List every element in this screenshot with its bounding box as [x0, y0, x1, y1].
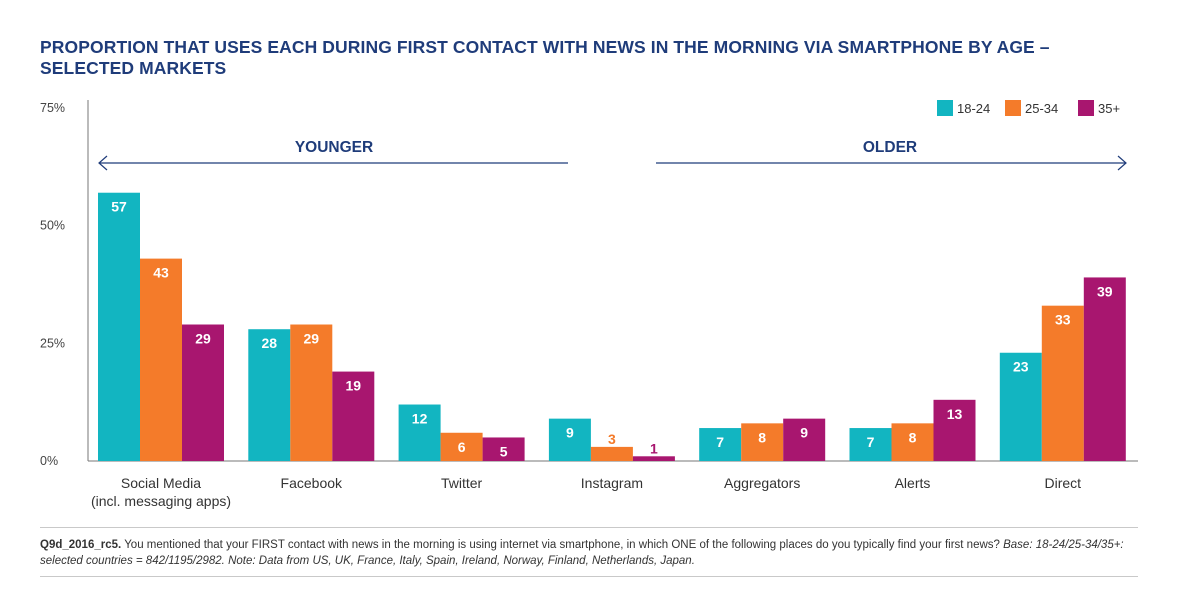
bar-value-label: 3 [608, 431, 616, 447]
category-label: Social Media [121, 475, 201, 491]
older-arrow-head [1117, 155, 1127, 171]
legend-label: 35+ [1098, 101, 1120, 116]
legend-label: 25-34 [1025, 101, 1058, 116]
bar [1083, 277, 1126, 461]
chart-title-line-2: SELECTED MARKETS [40, 58, 227, 78]
bar-value-label: 29 [304, 331, 320, 347]
bar [440, 432, 483, 461]
bar [182, 324, 224, 461]
bar [548, 418, 591, 461]
y-tick-label: 25% [40, 336, 65, 350]
bar-value-label: 8 [758, 429, 766, 445]
y-tick-label: 50% [40, 219, 65, 233]
bar-value-label: 23 [1013, 359, 1029, 375]
older-label: OLDER [863, 139, 917, 156]
bar-value-label: 12 [412, 411, 428, 427]
bar-value-label: 57 [111, 199, 127, 215]
bar-value-label: 29 [195, 331, 211, 347]
bar [398, 404, 441, 461]
legend-swatch [1005, 100, 1021, 116]
bar-value-label: 1 [650, 440, 658, 456]
bar [248, 329, 291, 461]
younger-arrow-head [98, 155, 108, 171]
bar-value-label: 43 [153, 265, 169, 281]
category-label: (incl. messaging apps) [91, 493, 231, 509]
bar [1041, 305, 1084, 461]
bar-value-label: 39 [1097, 283, 1113, 299]
bar [891, 423, 934, 461]
footnote-bottom-rule [40, 576, 1138, 577]
bar-value-label: 8 [909, 429, 917, 445]
bar [482, 437, 525, 461]
footnote-question: You mentioned that your FIRST contact wi… [121, 539, 1004, 551]
category-label: Instagram [581, 475, 643, 491]
y-tick-label: 75% [40, 101, 65, 115]
legend-swatch [1078, 100, 1094, 116]
bar-value-label: 9 [566, 425, 574, 441]
bar [933, 399, 976, 461]
younger-label: YOUNGER [295, 139, 373, 156]
category-label: Aggregators [724, 475, 800, 491]
bar-value-label: 28 [262, 335, 278, 351]
legend-label: 18-24 [957, 101, 990, 116]
bar [290, 324, 333, 461]
bar-value-label: 6 [458, 439, 466, 455]
chart-title: PROPORTION THAT USES EACH DURING FIRST C… [40, 37, 1160, 79]
bar-value-label: 19 [346, 378, 362, 394]
bar [98, 192, 140, 461]
footnote-base: Base: 18-24/25-34/35+: selected countrie… [40, 539, 1124, 567]
bar [699, 428, 742, 461]
footnote-code: Q9d_2016_rc5. [40, 539, 122, 551]
bar-value-label: 7 [867, 434, 875, 450]
bar [140, 258, 182, 461]
chart-title-line-1: PROPORTION THAT USES EACH DURING FIRST C… [40, 37, 1050, 57]
y-tick-label: 0% [40, 454, 58, 468]
category-label: Alerts [895, 475, 931, 491]
footnote-top-rule [40, 527, 1138, 528]
bar-value-label: 13 [947, 406, 963, 422]
category-label: Twitter [441, 475, 483, 491]
legend-swatch [937, 100, 953, 116]
category-label: Facebook [281, 475, 343, 491]
bar-value-label: 33 [1055, 312, 1071, 328]
bar [632, 456, 675, 461]
bar [849, 428, 892, 461]
footnote: Q9d_2016_rc5. You mentioned that your FI… [40, 538, 1160, 569]
bar [999, 352, 1042, 461]
bar-value-label: 9 [800, 425, 808, 441]
bar [332, 371, 375, 461]
bar-value-label: 5 [500, 443, 508, 459]
bar [741, 423, 784, 461]
category-label: Direct [1045, 475, 1082, 491]
bar-value-label: 7 [716, 434, 724, 450]
bar [783, 418, 826, 461]
bar [590, 446, 633, 461]
